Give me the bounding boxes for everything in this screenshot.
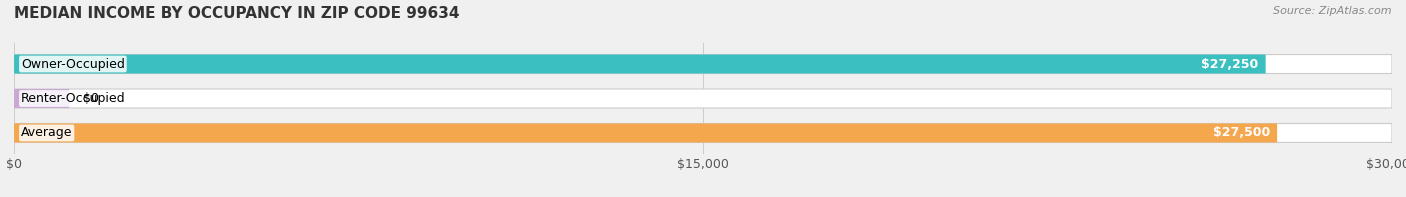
Text: Average: Average xyxy=(21,126,73,139)
Text: $0: $0 xyxy=(83,92,98,105)
Text: $27,500: $27,500 xyxy=(1213,126,1270,139)
Text: MEDIAN INCOME BY OCCUPANCY IN ZIP CODE 99634: MEDIAN INCOME BY OCCUPANCY IN ZIP CODE 9… xyxy=(14,6,460,21)
FancyBboxPatch shape xyxy=(14,55,1265,73)
Text: Renter-Occupied: Renter-Occupied xyxy=(21,92,125,105)
FancyBboxPatch shape xyxy=(14,89,69,108)
FancyBboxPatch shape xyxy=(14,124,1277,142)
Text: Owner-Occupied: Owner-Occupied xyxy=(21,58,125,71)
FancyBboxPatch shape xyxy=(14,124,1392,142)
Text: Source: ZipAtlas.com: Source: ZipAtlas.com xyxy=(1274,6,1392,16)
FancyBboxPatch shape xyxy=(14,89,1392,108)
Text: $27,250: $27,250 xyxy=(1202,58,1258,71)
FancyBboxPatch shape xyxy=(14,55,1392,73)
